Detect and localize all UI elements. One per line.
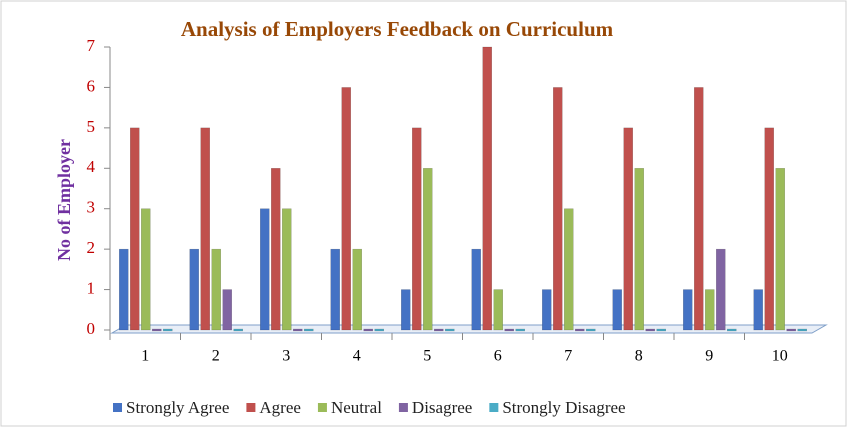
bar [130, 127, 140, 331]
bar [163, 328, 173, 332]
bar [374, 328, 384, 332]
y-tick-label: 5 [87, 117, 96, 136]
bar [705, 289, 715, 331]
bar [200, 127, 210, 331]
x-tick-label: 2 [212, 348, 220, 365]
x-tick-label: 10 [772, 348, 788, 365]
bar [271, 168, 281, 331]
bar [623, 127, 633, 331]
bar [119, 248, 129, 331]
x-tick-label: 3 [282, 348, 290, 365]
bar [727, 328, 737, 332]
x-tick-label: 9 [705, 348, 713, 365]
bar [694, 87, 704, 331]
x-tick-label: 8 [635, 348, 643, 365]
bar [330, 248, 340, 331]
bar [189, 248, 199, 331]
bar [363, 328, 373, 332]
bar [471, 248, 481, 331]
y-tick-label: 2 [87, 238, 96, 257]
x-tick-label: 1 [141, 348, 149, 365]
bar [586, 328, 596, 332]
bar [683, 289, 693, 331]
y-tick-label: 0 [87, 319, 96, 338]
legend-swatch [246, 403, 256, 412]
bar [515, 328, 525, 332]
legend-swatch [317, 403, 327, 412]
bar [656, 328, 666, 332]
bar [260, 208, 270, 331]
x-tick-label: 7 [564, 348, 572, 365]
bar [412, 127, 422, 331]
y-tick-label: 1 [87, 278, 96, 297]
bar [482, 46, 492, 331]
bar [504, 328, 514, 332]
bar [423, 168, 433, 331]
bar [222, 289, 232, 331]
x-tick-label: 6 [494, 348, 502, 365]
x-tick-label: 5 [423, 348, 431, 365]
bar [634, 168, 644, 331]
y-axis-label: No of Employer [54, 139, 74, 261]
legend-swatch [489, 403, 499, 412]
legend-label: Agree [259, 398, 301, 417]
legend-swatch [113, 403, 122, 412]
legend-label: Disagree [412, 398, 472, 417]
y-tick-label: 6 [87, 76, 96, 95]
y-tick-label: 3 [87, 198, 96, 217]
legend-label: Neutral [331, 398, 382, 417]
bar [716, 248, 726, 331]
bar [797, 328, 807, 332]
bar [152, 328, 162, 332]
bar [542, 289, 552, 331]
bar [564, 208, 574, 331]
y-tick-label: 7 [87, 36, 96, 55]
bar [233, 328, 243, 332]
chart-title: Analysis of Employers Feedback on Curric… [181, 17, 614, 41]
bar [786, 328, 796, 332]
legend-swatch [398, 403, 408, 412]
bar [304, 328, 314, 332]
bar [575, 328, 585, 332]
bar [753, 289, 763, 331]
bar [645, 328, 655, 332]
bar [282, 208, 292, 331]
legend-label: Strongly Disagree [502, 398, 625, 417]
bar [445, 328, 455, 332]
bar [764, 127, 774, 331]
bar [434, 328, 444, 332]
bar [553, 87, 563, 331]
legend-label: Strongly Agree [126, 398, 229, 417]
bar [141, 208, 151, 331]
y-tick-label: 4 [87, 157, 96, 176]
bar [341, 87, 351, 331]
bar [612, 289, 622, 331]
bar [493, 289, 503, 331]
bar [401, 289, 411, 331]
bar [352, 248, 362, 331]
x-tick-label: 4 [353, 348, 361, 365]
bar [775, 168, 785, 331]
bar [293, 328, 303, 332]
bar [211, 248, 221, 331]
